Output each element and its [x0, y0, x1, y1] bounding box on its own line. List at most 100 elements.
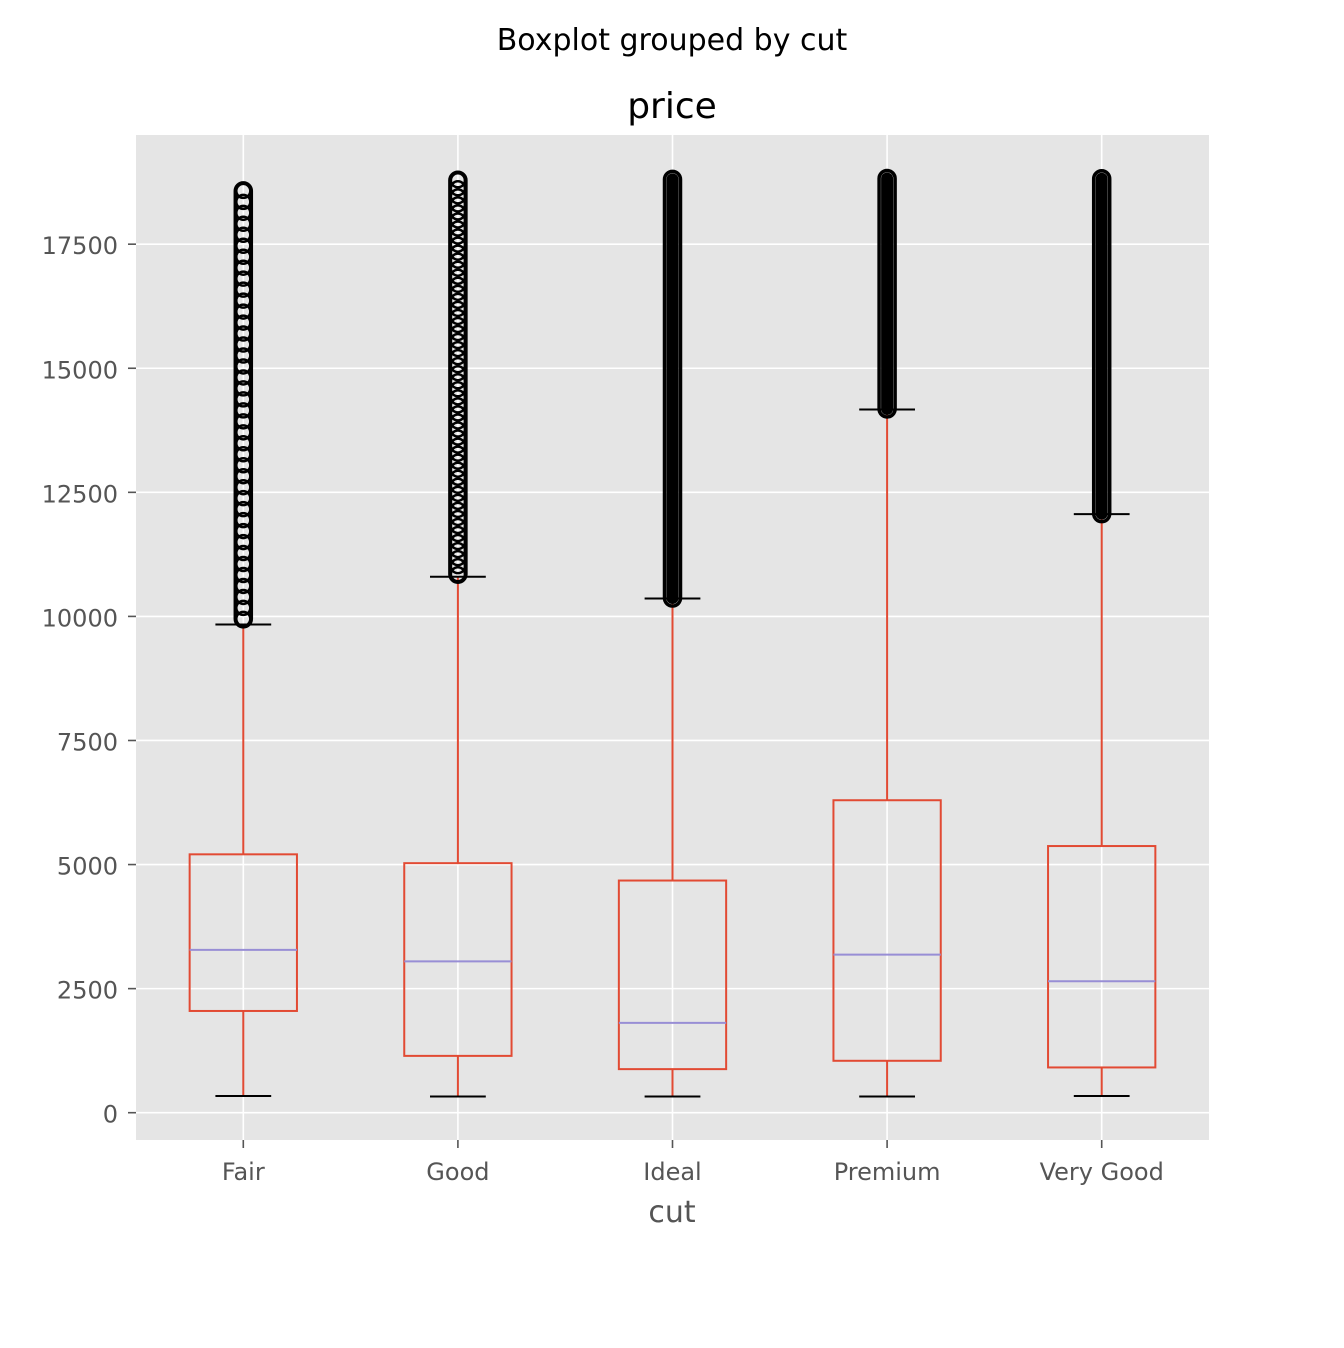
outlier-point	[235, 500, 252, 518]
outlier-point	[449, 429, 467, 446]
outlier-point	[235, 478, 252, 496]
outlier-point	[449, 381, 467, 398]
x-tick-label: Good	[426, 1158, 489, 1186]
x-axis: Fair Good Ideal Premium Very Good	[222, 1140, 1164, 1186]
outlier-point	[449, 204, 467, 221]
outlier-point	[235, 248, 252, 265]
outlier-point	[449, 501, 467, 519]
outlier-point	[235, 380, 252, 397]
outlier-point	[235, 281, 252, 298]
box-group	[403, 170, 513, 1098]
outlier-point	[449, 493, 467, 511]
x-tick-label: Premium	[834, 1158, 941, 1186]
x-axis-label: cut	[648, 1195, 696, 1230]
outlier-point	[449, 308, 467, 326]
outlier-fill	[1095, 172, 1108, 520]
outlier-point	[235, 566, 252, 584]
outlier-point	[235, 314, 252, 331]
outlier-point	[449, 453, 467, 470]
outlier-point	[235, 347, 252, 364]
outlier-point	[235, 215, 252, 233]
outlier-point	[235, 511, 252, 529]
outlier-point	[235, 402, 252, 419]
outlier-point	[449, 172, 467, 189]
axes-title: price	[627, 86, 717, 127]
outlier-point	[449, 332, 467, 350]
box-group	[1047, 169, 1157, 1098]
outlier-point	[235, 391, 252, 408]
outlier-point	[449, 525, 467, 543]
outlier-point	[235, 226, 252, 244]
y-axis: 0 2500 5000 7500 10000 12500 15000 17500	[42, 232, 136, 1129]
outlier-point	[449, 373, 467, 390]
outlier-point	[449, 397, 467, 414]
outlier-point	[449, 180, 467, 197]
outlier-point	[449, 533, 467, 551]
suptitle: Boxplot grouped by cut	[497, 23, 848, 58]
outlier-point	[235, 424, 252, 441]
outlier-point	[235, 204, 252, 222]
iqr-box	[832, 799, 942, 1062]
outlier-point	[235, 193, 252, 211]
outlier-point	[449, 196, 467, 213]
outlier-point	[449, 244, 467, 261]
outlier-point	[449, 236, 467, 253]
outlier-band	[662, 169, 683, 608]
outlier-point	[449, 284, 467, 302]
outlier-point	[449, 565, 467, 583]
outlier-point	[449, 228, 467, 245]
outlier-point	[449, 260, 467, 277]
outlier-point	[235, 182, 252, 200]
outlier-point	[235, 369, 252, 386]
outlier-point	[235, 599, 252, 617]
outlier-point	[235, 292, 252, 309]
y-tick-label: 0	[103, 1101, 118, 1129]
outlier-point	[235, 577, 252, 595]
outlier-point	[235, 325, 252, 342]
outlier-point	[449, 220, 467, 237]
outlier-fill	[881, 172, 894, 415]
outlier-point	[235, 555, 252, 573]
outlier-point	[449, 541, 467, 559]
outlier-point	[449, 469, 467, 486]
x-tick-label: Very Good	[1040, 1158, 1164, 1186]
outlier-point	[235, 259, 252, 276]
outlier-point	[449, 268, 467, 285]
y-tick-label: 17500	[42, 232, 118, 260]
outlier-point	[449, 212, 467, 229]
outlier-point	[235, 610, 252, 628]
iqr-box	[1047, 845, 1157, 1069]
outlier-point	[449, 300, 467, 318]
outlier-band	[1091, 169, 1112, 524]
outlier-point	[449, 389, 467, 406]
outlier-point	[449, 356, 467, 374]
outlier-point	[449, 292, 467, 310]
outlier-point	[235, 270, 252, 287]
y-tick-label: 10000	[42, 604, 118, 632]
outlier-point	[235, 413, 252, 430]
box-group	[832, 168, 942, 1098]
x-tick-label: Fair	[222, 1158, 265, 1186]
outlier-point	[235, 456, 252, 474]
box-group	[617, 169, 728, 1098]
iqr-box	[188, 853, 298, 1012]
outlier-point	[449, 437, 467, 454]
outlier-point	[235, 336, 252, 353]
outlier-band	[877, 168, 897, 419]
outlier-point	[235, 358, 252, 375]
outlier-point	[235, 446, 252, 463]
boxes-layer	[188, 168, 1157, 1098]
outlier-point	[235, 467, 252, 485]
outlier-point	[449, 549, 467, 567]
outlier-point	[449, 405, 467, 422]
iqr-box	[403, 862, 513, 1057]
outlier-point	[449, 276, 467, 294]
outlier-point	[235, 588, 252, 606]
outlier-point	[449, 421, 467, 438]
outlier-point	[235, 544, 252, 562]
outlier-point	[235, 533, 252, 551]
outlier-point	[449, 485, 467, 503]
outlier-point	[235, 522, 252, 540]
outlier-point	[449, 188, 467, 205]
